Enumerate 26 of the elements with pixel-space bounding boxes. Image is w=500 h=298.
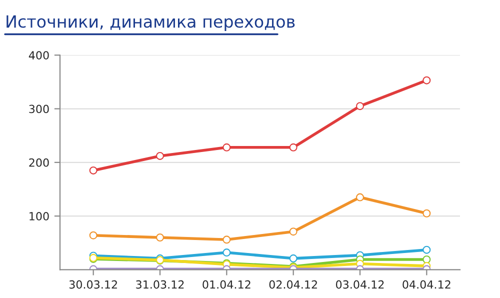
point xyxy=(89,231,98,240)
y-tick-label: 100 xyxy=(30,212,49,220)
point xyxy=(222,248,231,257)
point xyxy=(222,236,231,244)
point xyxy=(422,209,431,218)
point xyxy=(289,254,298,262)
chart-title: Источники, динамика переходов xyxy=(6,15,295,32)
x-tick-label: 03.04.12 xyxy=(336,280,384,289)
point xyxy=(356,193,364,202)
point xyxy=(156,152,164,160)
point xyxy=(289,228,298,236)
point xyxy=(289,143,298,152)
y-tick-label: 200 xyxy=(29,158,49,167)
x-tick-label: 04.04.12 xyxy=(402,280,450,289)
point xyxy=(356,102,364,110)
point xyxy=(422,246,431,254)
x-tick-label: 30.03.12 xyxy=(69,280,117,289)
y-tick-label: 400 xyxy=(28,51,49,60)
point xyxy=(422,76,431,84)
point xyxy=(222,143,231,152)
x-tick-label: 01.04.12 xyxy=(202,280,250,289)
y-tick-label: 300 xyxy=(29,104,49,114)
point xyxy=(156,234,164,242)
x-tick-label: 31.03.12 xyxy=(136,280,184,289)
x-tick-label: 02.04.12 xyxy=(269,280,317,289)
point xyxy=(89,166,98,174)
